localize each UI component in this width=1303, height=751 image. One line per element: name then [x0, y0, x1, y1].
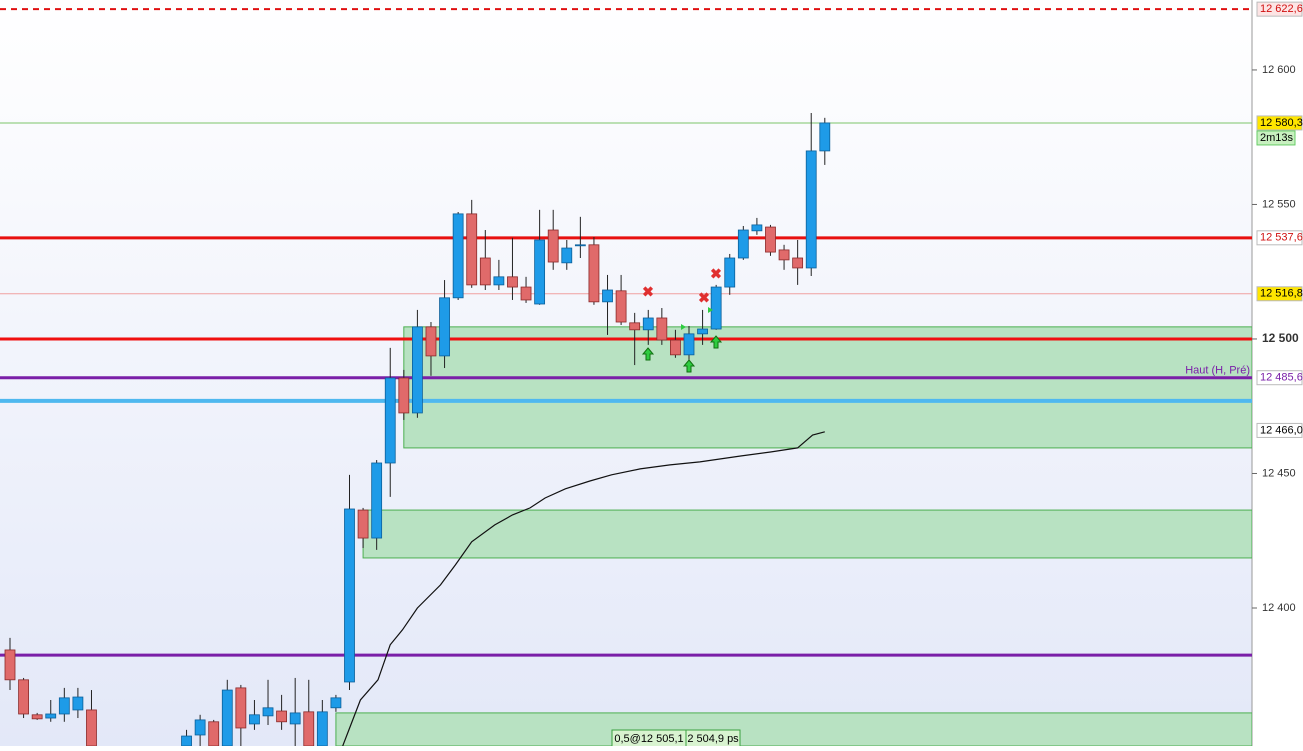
y-tick-label: 12 400: [1262, 602, 1296, 614]
candle-body: [371, 462, 383, 539]
candle-body: [425, 326, 437, 357]
candle-body: [4, 649, 16, 681]
signals: ✖ ✖ ✖: [641, 266, 723, 373]
candle-body: [289, 712, 301, 725]
candle-body: [561, 247, 573, 264]
candle-body: [819, 122, 831, 152]
marker: [708, 307, 713, 313]
candle-body: [357, 509, 369, 539]
buy-signal: [641, 347, 655, 361]
candle-body: [31, 714, 43, 720]
candle-body: [602, 289, 613, 303]
footer-label: 0,5@12 505,1: [614, 733, 683, 745]
sell-signal: ✖: [698, 290, 710, 306]
candle-body: [194, 719, 206, 736]
candle-body: [208, 721, 220, 746]
candle-body: [547, 229, 559, 263]
candle-body: [670, 339, 681, 356]
candle-body: [221, 689, 233, 746]
candle-body: [72, 696, 84, 711]
footer: 0,5@12 505,1 2 504,9 ps: [611, 729, 741, 748]
candle-body: [58, 697, 70, 715]
candle-body: [235, 687, 247, 729]
candle-body: [751, 224, 763, 232]
candle-body: [86, 709, 97, 746]
level-label: 12 466,0: [1260, 424, 1303, 436]
level-label: 12 580,3: [1260, 117, 1303, 129]
zone: [335, 712, 1252, 746]
candle-body: [276, 710, 288, 723]
candle-body: [642, 317, 654, 331]
candle-body: [778, 249, 790, 261]
level-label-box: [1256, 115, 1303, 131]
candle-body: [520, 286, 532, 301]
axis: Haut (H, Pré) 12 400 12 450 12 500 12 550 12 …: [1185, 1, 1303, 614]
candle-body: [452, 213, 464, 299]
candle-body: [656, 317, 668, 341]
candle-body: [737, 229, 749, 259]
candle-body: [615, 290, 627, 323]
candle-body: [45, 713, 57, 719]
average-line: [342, 431, 825, 746]
buy-signal: [682, 359, 696, 373]
level-label-box: [1256, 422, 1303, 438]
y-tick-label: 12 550: [1262, 198, 1296, 210]
level-label: 12 485,6: [1260, 372, 1303, 384]
candle-body: [316, 711, 328, 746]
candle-body: [330, 697, 342, 709]
timer: 2m13s: [1260, 132, 1294, 144]
candle-body: [262, 707, 274, 717]
zone: [403, 326, 1252, 449]
buy-signal: [709, 335, 723, 349]
level-label: 12 516,8: [1260, 288, 1303, 300]
footer-label: 2 504,9 ps: [687, 733, 739, 745]
candle-body: [507, 276, 518, 288]
level-note: Haut (H, Pré): [1185, 365, 1250, 377]
candle-body: [683, 333, 695, 356]
marker: [681, 324, 686, 330]
sell-signal: ✖: [710, 266, 722, 282]
level-label-box: [1256, 370, 1303, 386]
level-label-box: [1256, 1, 1303, 17]
candle-body: [18, 679, 29, 715]
candle-body: [398, 377, 410, 414]
candle-body: [303, 711, 315, 746]
y-tick-label: 12 600: [1262, 64, 1296, 76]
candle-body: [344, 508, 355, 683]
level-label-box: [1256, 286, 1303, 302]
level-label: 12 537,6: [1260, 232, 1303, 244]
level-label-box: [1256, 230, 1303, 246]
candle-body: [629, 322, 641, 331]
candle-body: [439, 297, 450, 357]
candle-body: [479, 257, 491, 286]
zone: [362, 509, 1252, 559]
y-tick-label: 12 450: [1262, 467, 1296, 479]
y-tick-label: 12 500: [1262, 331, 1299, 345]
candle-body: [765, 226, 776, 253]
candle-body: [792, 257, 804, 269]
plot: [0, 8, 1252, 746]
candle-body: [466, 213, 478, 286]
candle-body: [181, 735, 192, 746]
candle-body: [249, 714, 260, 725]
candle-body: [411, 326, 423, 414]
candle-body: [588, 244, 600, 303]
sell-signal: ✖: [642, 284, 654, 300]
candle-body: [493, 276, 505, 286]
candle-body: [574, 244, 586, 247]
candle-body: [710, 286, 722, 330]
candle-body: [384, 377, 396, 464]
candle-body: [697, 328, 708, 335]
candle-body: [724, 257, 736, 288]
candle-body: [534, 239, 546, 305]
candle-body: [805, 150, 817, 269]
level-label: 12 622,6: [1260, 3, 1303, 15]
timer-box: [1256, 130, 1296, 146]
